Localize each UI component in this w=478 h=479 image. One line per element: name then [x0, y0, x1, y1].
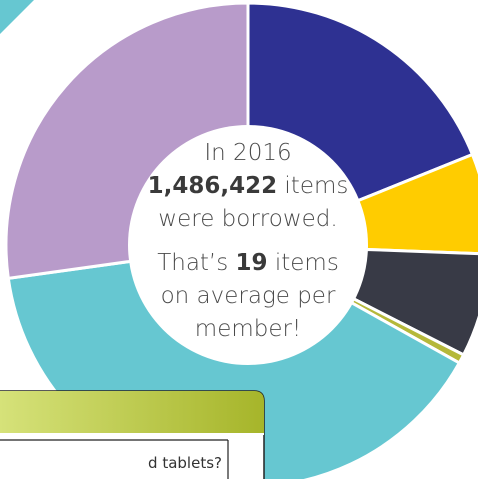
- donut-hole: [128, 125, 368, 365]
- average: 19: [236, 250, 268, 276]
- center-line: on average per: [161, 283, 336, 309]
- center-line: were borrowed.: [158, 206, 337, 232]
- center-line: 1,486,422 items: [148, 173, 349, 199]
- center-line: In 2016: [204, 140, 291, 166]
- panel-header: [0, 391, 264, 434]
- center-text: That’s: [157, 250, 235, 276]
- center-line: member!: [195, 316, 301, 342]
- panel-text: d tablets?: [148, 454, 222, 472]
- center-text: items: [277, 173, 348, 199]
- center-line: That’s 19 items: [157, 250, 339, 276]
- total: 1,486,422: [148, 173, 278, 199]
- center-text: items: [268, 250, 339, 276]
- corner-decoration: [0, 0, 34, 34]
